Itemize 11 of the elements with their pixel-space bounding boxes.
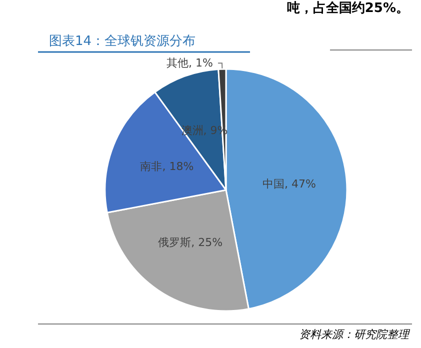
chart-title: 图表14：全球钒资源分布 [49,34,196,49]
slice-label: 中国 [262,178,284,191]
slice-label: 南非 [140,160,162,174]
text: 吨，占全国约25%。 [286,1,410,16]
data-label: , 1% [188,56,214,70]
slice-label: 其他 [166,56,189,70]
text: 资料来源：研究院整理 [299,328,411,341]
data-label: , 47% [284,178,316,191]
data-label: , 25% [191,236,223,250]
slice-label: 俄罗斯 [158,236,192,250]
data-label: , 18% [162,160,194,174]
